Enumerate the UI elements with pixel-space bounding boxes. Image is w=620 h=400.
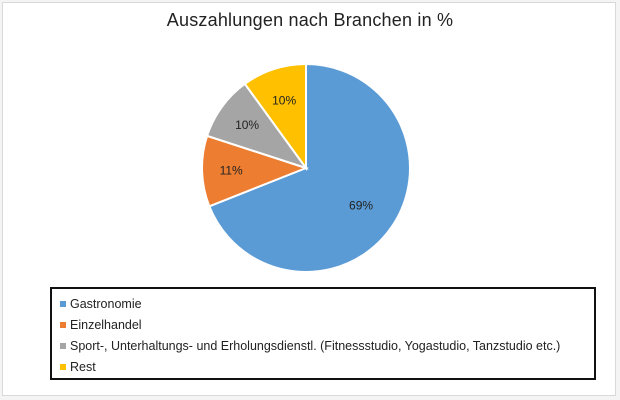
legend-swatch-sport (60, 343, 66, 349)
legend-label-sport: Sport-, Unterhaltungs- und Erholungsdien… (70, 339, 561, 353)
legend-swatch-rest (60, 364, 66, 370)
data-label-rest: 10% (272, 94, 296, 108)
chart-title: Auszahlungen nach Branchen in % (166, 10, 454, 30)
legend: Gastronomie Einzelhandel Sport-, Unterha… (50, 287, 596, 380)
data-label-gastronomie: 69% (349, 198, 373, 212)
legend-label-einzelhandel: Einzelhandel (70, 318, 142, 332)
legend-item-gastronomie: Gastronomie (60, 295, 142, 313)
data-label-sport: 10% (235, 118, 259, 132)
legend-item-rest: Rest (60, 358, 96, 376)
legend-item-einzelhandel: Einzelhandel (60, 316, 142, 334)
legend-label-rest: Rest (70, 360, 96, 374)
pie-slice-einzelhandel (201, 134, 309, 208)
pie-slice-rest (243, 62, 307, 172)
pie-slice-gastronomie (208, 62, 411, 273)
legend-item-sport: Sport-, Unterhaltungs- und Erholungsdien… (60, 337, 560, 355)
legend-swatch-gastronomie (60, 301, 66, 307)
legend-swatch-einzelhandel (60, 322, 66, 328)
legend-label-gastronomie: Gastronomie (70, 297, 142, 311)
data-label-einzelhandel: 11% (220, 163, 243, 177)
